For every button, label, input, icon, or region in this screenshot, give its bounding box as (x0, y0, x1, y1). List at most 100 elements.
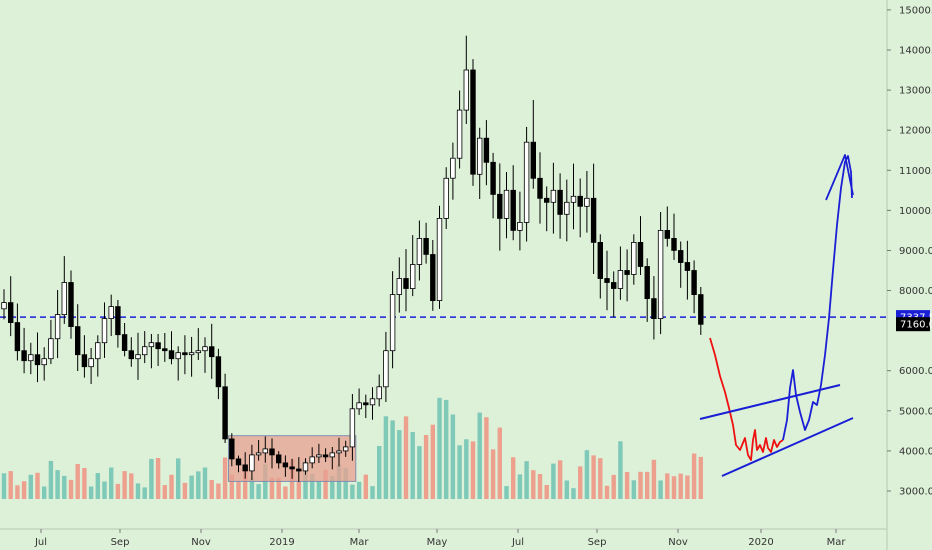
volume-bar (115, 483, 121, 499)
candle-body (68, 282, 74, 327)
candle-body (376, 386, 382, 400)
candle-body (463, 69, 469, 111)
volume-bar (88, 486, 94, 499)
candle-body (162, 348, 168, 352)
candle-body (275, 454, 282, 464)
volume-bar (604, 485, 610, 499)
candle-body (503, 189, 510, 219)
volume-bar (430, 424, 435, 499)
candle-body (148, 342, 155, 348)
volume-bar (142, 487, 147, 499)
blue-projection-path (782, 155, 853, 441)
candle-body (188, 352, 195, 356)
candle-body (61, 282, 67, 315)
candle-body (389, 294, 396, 352)
volume-bar (189, 475, 194, 499)
price-tick-label: 15000.0 (899, 5, 932, 16)
volume-bar (296, 481, 301, 499)
time-tick-label: Jul (34, 537, 47, 548)
volume-bar (249, 478, 255, 499)
candle-body (590, 197, 597, 243)
volume-bar (624, 472, 630, 499)
candle-body (570, 195, 577, 203)
volume-bar (584, 450, 590, 499)
volume-bar (75, 464, 80, 499)
volume-bar (390, 420, 395, 499)
time-tick-label: Nov (191, 537, 211, 548)
candlesticks (1, 35, 704, 482)
candle-body (671, 237, 677, 251)
volume-bar (229, 474, 234, 499)
candle-body (155, 342, 161, 350)
candle-body (651, 298, 657, 320)
candle-body (28, 354, 34, 362)
candle-body (21, 350, 27, 362)
volume-bar (323, 469, 328, 499)
volume-bar (209, 480, 214, 499)
volume-bar (102, 481, 107, 499)
candle-body (476, 137, 483, 175)
candle-body (544, 197, 550, 203)
channel-upper-line (699, 384, 841, 420)
candle-body (611, 282, 617, 289)
volume-bar (678, 473, 683, 499)
volume-bar (122, 471, 127, 499)
candle-body (282, 462, 289, 468)
candle-body (262, 448, 268, 454)
candle-body (564, 201, 570, 215)
candle-body (168, 350, 175, 360)
volume-bar (196, 471, 201, 499)
candle-body (557, 189, 563, 215)
volume-bar (109, 467, 114, 499)
volume-bar (477, 412, 482, 499)
volume-bar (256, 484, 261, 499)
volume-bar (155, 458, 161, 499)
volume-bar (82, 468, 87, 499)
volume-bar (490, 449, 496, 499)
volume-bar (544, 485, 549, 499)
volume-bar (356, 481, 362, 499)
price-tick-label: 3000.0 (899, 487, 932, 498)
volume-bar (1, 473, 7, 499)
price-tick-label: 6000.0 (899, 366, 932, 377)
volume-bar (591, 455, 596, 499)
volume-bar (557, 460, 563, 499)
candle-body (644, 266, 650, 299)
candle-body (436, 217, 443, 301)
candle-body (416, 237, 423, 265)
drawings-layer (699, 154, 854, 477)
volume-bar (8, 471, 13, 499)
candle-body (296, 468, 302, 472)
candle-body (182, 352, 188, 356)
candle-body (235, 458, 242, 466)
candle-body (597, 241, 603, 279)
candle-body (54, 314, 61, 340)
volume-bar (504, 486, 509, 499)
price-tick-label: 4000.0 (899, 446, 932, 457)
candle-body (309, 456, 315, 464)
volume-bar (618, 441, 623, 499)
volume-bar (330, 476, 335, 499)
candle-body (631, 241, 637, 275)
candle-body (396, 278, 402, 295)
time-tick-label: Sep (588, 537, 607, 548)
candle-body (510, 189, 516, 231)
volume-bar (176, 458, 181, 499)
candle-body (101, 318, 108, 344)
candle-body (208, 346, 215, 358)
candle-body (483, 137, 490, 163)
time-tick-label: 2019 (269, 537, 294, 548)
candle-body (403, 278, 409, 289)
volume-bar (370, 486, 375, 499)
candle-body (1, 302, 7, 310)
volume-bar (343, 468, 348, 499)
candle-body (14, 322, 21, 352)
candle-body (302, 462, 309, 472)
volume-bar (457, 445, 462, 499)
candle-body (175, 352, 181, 360)
last-price-tag-bg (896, 317, 930, 332)
volume-bar (564, 480, 569, 499)
volume-bar (497, 427, 502, 499)
candle-body (255, 452, 262, 456)
